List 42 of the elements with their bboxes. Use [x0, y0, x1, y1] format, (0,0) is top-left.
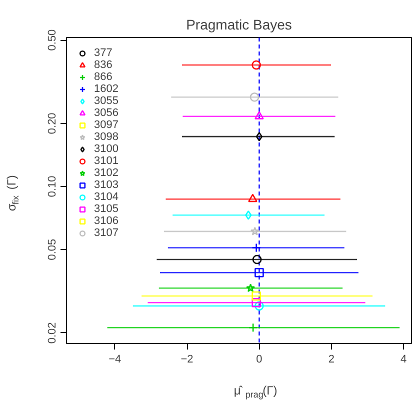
x-tick-label: 4 [400, 354, 407, 366]
point [250, 92, 260, 102]
legend-label: 1602 [94, 83, 118, 95]
y-tick-label: 0.20 [46, 112, 58, 134]
legend-label: 3102 [94, 167, 118, 179]
point [256, 132, 263, 142]
legend-label: 3100 [94, 143, 118, 155]
point [254, 268, 264, 278]
point [245, 210, 252, 220]
legend-label: 836 [94, 59, 114, 71]
point [248, 322, 258, 332]
legend-label: 3104 [94, 191, 118, 203]
point [246, 284, 255, 292]
legend-label: 3055 [94, 95, 118, 107]
legend-label: 3098 [94, 131, 118, 143]
x-tick-label: 0 [256, 354, 262, 366]
legend-label: 3101 [94, 155, 118, 167]
point [252, 60, 261, 70]
legend-label: 3103 [94, 179, 118, 191]
y-axis-title: σfix(Γ) [4, 175, 20, 212]
legend-label: 3105 [94, 203, 118, 215]
x-tick-label: 2 [328, 354, 334, 366]
point [254, 301, 264, 311]
point [254, 111, 264, 120]
point [252, 298, 261, 308]
legend-label: 3107 [94, 227, 118, 239]
y-tick-label: 0.50 [46, 29, 58, 51]
legend-label: 3097 [94, 119, 118, 131]
x-tick-label: −2 [180, 354, 194, 366]
legend-label: 3056 [94, 107, 118, 119]
y-tick-label: 0.02 [46, 322, 58, 344]
legend-label: 3106 [94, 215, 118, 227]
chart-title: Pragmatic Bayes [186, 16, 292, 32]
legend-label: 377 [94, 47, 114, 59]
y-tick-label: 0.10 [46, 176, 58, 198]
x-tick-label: −4 [108, 354, 122, 366]
point [248, 194, 258, 202]
y-tick-label: 0.05 [46, 238, 58, 260]
legend-label: 866 [94, 71, 114, 83]
point [252, 254, 262, 264]
point [250, 226, 260, 236]
point [252, 291, 261, 301]
